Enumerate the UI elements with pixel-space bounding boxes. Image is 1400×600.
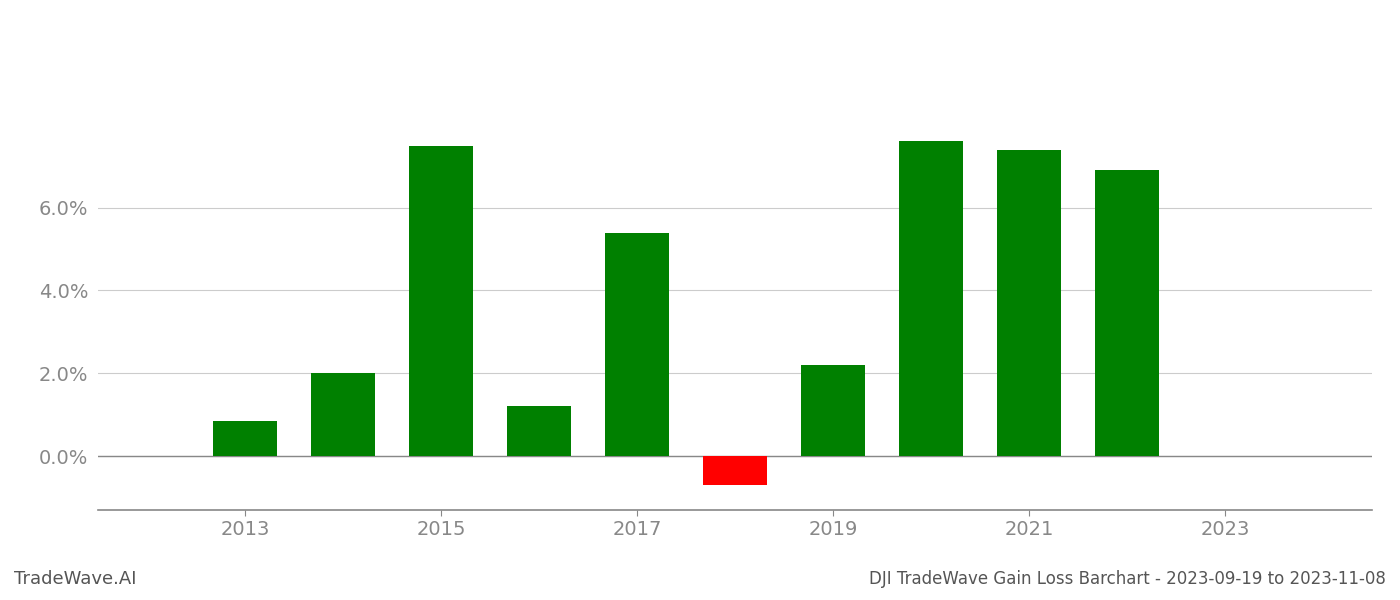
Text: DJI TradeWave Gain Loss Barchart - 2023-09-19 to 2023-11-08: DJI TradeWave Gain Loss Barchart - 2023-… — [869, 570, 1386, 588]
Bar — [899, 142, 963, 456]
Bar — [213, 421, 277, 456]
Bar — [1095, 170, 1159, 456]
Bar — [409, 146, 473, 456]
Bar — [801, 365, 865, 456]
Bar — [507, 406, 571, 456]
Bar — [605, 233, 669, 456]
Text: TradeWave.AI: TradeWave.AI — [14, 570, 137, 588]
Bar — [997, 149, 1061, 456]
Bar — [311, 373, 375, 456]
Bar — [703, 456, 767, 485]
